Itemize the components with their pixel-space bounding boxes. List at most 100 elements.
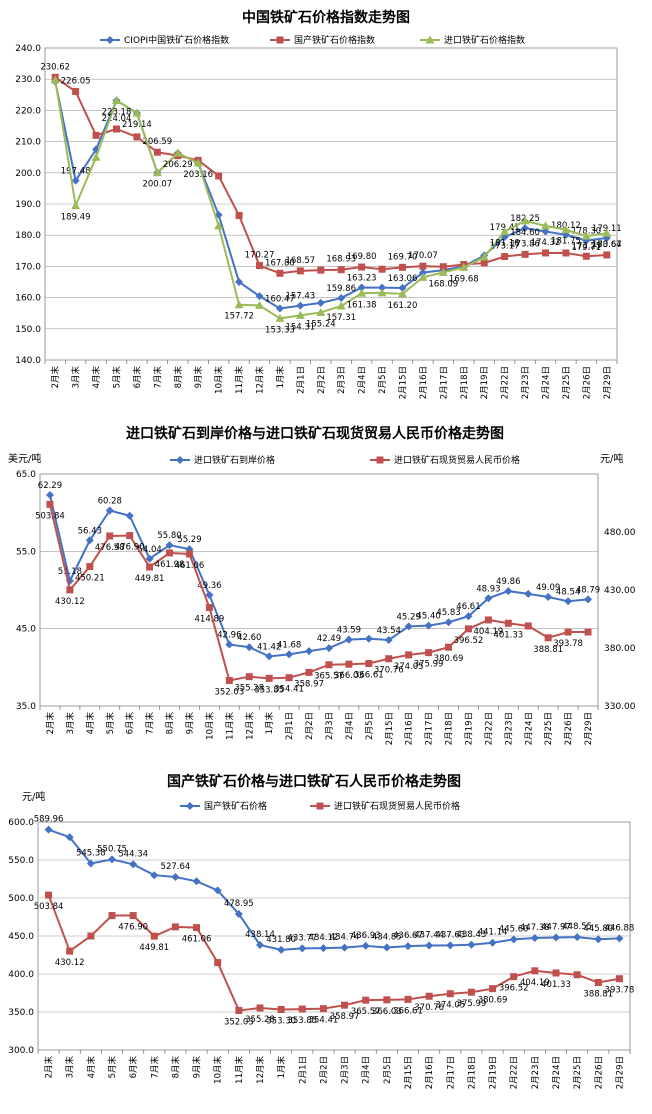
chart-1-legend-marker-1 bbox=[276, 36, 284, 44]
chart-2-series-0-point bbox=[145, 554, 154, 563]
chart-1-x-tick-label: 2月3日 bbox=[337, 366, 347, 394]
chart-3-legend-label-1: 进口铁矿石现货贸易人民币价格 bbox=[334, 800, 460, 812]
chart-3-data-label: 365.57 bbox=[351, 1007, 381, 1017]
chart-2-left-unit: 美元/吨 bbox=[8, 452, 41, 465]
chart-1-x-tick-label: 2月25日 bbox=[562, 366, 572, 399]
chart-1-data-label: 223.18 bbox=[102, 107, 132, 117]
chart-3-legend-marker-1 bbox=[316, 802, 324, 810]
chart-3-x-tick-label: 2月25日 bbox=[573, 1056, 583, 1089]
chart-2-series-1-point bbox=[245, 673, 253, 681]
chart-1-data-label: 154.31 bbox=[285, 322, 315, 332]
chart-2-x-tick-label: 2月25日 bbox=[544, 712, 554, 745]
chart-1-series-2-point bbox=[71, 201, 81, 210]
chart-2-x-tick-label: 2月4日 bbox=[345, 712, 355, 740]
chart-2-series-1-point bbox=[445, 643, 453, 651]
chart-2-x-tick-label: 2月1日 bbox=[285, 712, 295, 740]
chart-2-legend-label-1: 进口铁矿石现货贸易人民币价格 bbox=[394, 454, 520, 466]
chart-3-y-tick-label: 550.0 bbox=[8, 856, 34, 866]
chart-2-series-1-point bbox=[345, 660, 353, 668]
chart-3-data-label: 370.76 bbox=[414, 1003, 444, 1013]
chart-2-data-label: 450.21 bbox=[75, 574, 105, 584]
chart-1-x-tick-label: 2月29日 bbox=[603, 366, 613, 399]
chart-1-x-tick-label: 9月末 bbox=[193, 366, 204, 389]
chart-3-x-tick-label: 2月29日 bbox=[615, 1056, 625, 1089]
chart-2-data-label: 366.03 bbox=[334, 671, 364, 681]
chart-3-series-1-point bbox=[319, 1005, 327, 1013]
chart-3-series-0-point bbox=[277, 945, 286, 954]
chart-3-series-0-point bbox=[298, 944, 307, 953]
chart-3-data-label: 544.34 bbox=[118, 849, 148, 859]
chart-1-series-1-point bbox=[521, 250, 529, 258]
chart-1-y-tick-label: 150.0 bbox=[15, 325, 41, 335]
chart-3-series-1-point bbox=[171, 923, 179, 931]
chart-3-series-0-point bbox=[425, 941, 434, 950]
chart-2-series-0-point bbox=[464, 612, 473, 621]
chart-2-x-tick-label: 2月16日 bbox=[405, 712, 415, 745]
chart-1-x-tick-label: 6月末 bbox=[132, 366, 143, 389]
chart-3-data-label: 441.14 bbox=[478, 928, 508, 938]
chart-1-x-tick-label: 1月末 bbox=[275, 366, 286, 389]
chart-3-x-tick-label: 2月22日 bbox=[510, 1056, 520, 1089]
chart-2-y-tick-label: 35.0 bbox=[16, 702, 36, 712]
chart-1-series-1-point bbox=[317, 266, 325, 274]
chart-2-series-1-point bbox=[325, 661, 333, 669]
chart-2-series-1-point bbox=[425, 649, 433, 657]
chart-2-x-tick-label: 2月末 bbox=[45, 712, 56, 735]
chart-1-x-tick-label: 2月末 bbox=[50, 366, 61, 389]
chart-2-series-1-point bbox=[484, 616, 492, 624]
chart-1-x-tick-label: 2月24日 bbox=[542, 366, 552, 399]
chart-3-unit: 元/吨 bbox=[22, 790, 45, 803]
chart-1-data-label: 161.20 bbox=[388, 301, 418, 311]
chart-2-series-0-point bbox=[404, 622, 413, 631]
chart-1-x-tick-label: 2月17日 bbox=[439, 366, 449, 399]
chart-3-x-tick-label: 1月末 bbox=[276, 1056, 287, 1079]
chart-3-x-tick-label: 2月23日 bbox=[531, 1056, 541, 1089]
chart-2-legend-marker-0 bbox=[176, 456, 184, 464]
chart-1-data-label: 189.49 bbox=[61, 213, 91, 223]
chart-3-series-1-point bbox=[214, 959, 222, 967]
chart-1-series-0-point bbox=[378, 283, 387, 292]
chart-1-data-label: 157.72 bbox=[224, 312, 254, 322]
chart-3-data-label: 396.52 bbox=[499, 984, 529, 994]
chart-3-series-1-point bbox=[615, 975, 623, 983]
chart-1-x-tick-label: 2月26日 bbox=[582, 366, 592, 399]
chart-2-data-label: 380.69 bbox=[434, 654, 464, 664]
chart-2-x-tick-label: 6月末 bbox=[125, 712, 136, 735]
chart-2-series-1-point bbox=[564, 628, 572, 636]
chart-1-legend-label-2: 进口铁矿石价格指数 bbox=[444, 34, 525, 46]
chart-1-y-tick-label: 140.0 bbox=[15, 356, 41, 366]
chart-1-legend-marker-2 bbox=[425, 35, 435, 44]
chart-3-y-tick-label: 300.0 bbox=[8, 1046, 34, 1056]
chart-3-data-label: 438.43 bbox=[457, 930, 487, 940]
chart-1-x-tick-label: 8月末 bbox=[173, 366, 184, 389]
chart-2-import-cif-vs-rmb: 进口铁矿石到岸价格与进口铁矿石现货贸易人民币价格走势图 美元/吨 元/吨 35.… bbox=[8, 425, 636, 745]
chart-1-data-label: 169.80 bbox=[347, 252, 377, 262]
chart-2-series-0-point bbox=[305, 647, 314, 656]
chart-2-data-label: 48.54 bbox=[556, 587, 580, 597]
chart-2-data-label: 55.29 bbox=[177, 535, 201, 545]
chart-1-series-0-point bbox=[255, 292, 264, 301]
chart-1-series-1-point bbox=[215, 172, 223, 180]
chart-2-series-0-point bbox=[324, 644, 333, 653]
chart-3-x-tick-label: 2月4日 bbox=[362, 1056, 372, 1084]
chart-3-series-0-point bbox=[213, 886, 222, 895]
chart-2-series-1-point bbox=[405, 651, 413, 659]
chart-2-data-label: 354.41 bbox=[274, 685, 304, 695]
chart-1-data-label: 168.09 bbox=[428, 279, 458, 289]
chart-1-y-tick-label: 230.0 bbox=[15, 75, 41, 85]
chart-1-data-label: 168.93 bbox=[326, 255, 356, 265]
chart-2-data-label: 370.76 bbox=[374, 666, 404, 676]
chart-2-y-tick-label: 65.0 bbox=[16, 470, 36, 480]
chart-3-series-1-point bbox=[256, 1004, 264, 1012]
chart-2-data-label: 41.42 bbox=[257, 642, 281, 652]
chart-1-y-tick-label: 210.0 bbox=[15, 138, 41, 148]
chart-3-series-1-point bbox=[531, 967, 539, 975]
chart-3-series-0-point bbox=[256, 941, 264, 950]
chart-3-data-label: 375.99 bbox=[457, 999, 487, 1009]
chart-2-series-1-point bbox=[285, 674, 293, 682]
chart-3-series-0-point bbox=[234, 909, 243, 918]
chart-3-series-0-point bbox=[552, 933, 560, 942]
chart-3-x-tick-label: 2月26日 bbox=[594, 1056, 604, 1089]
chart-1-data-label: 181.75 bbox=[551, 237, 581, 247]
chart-1-series-1-point bbox=[399, 263, 406, 271]
